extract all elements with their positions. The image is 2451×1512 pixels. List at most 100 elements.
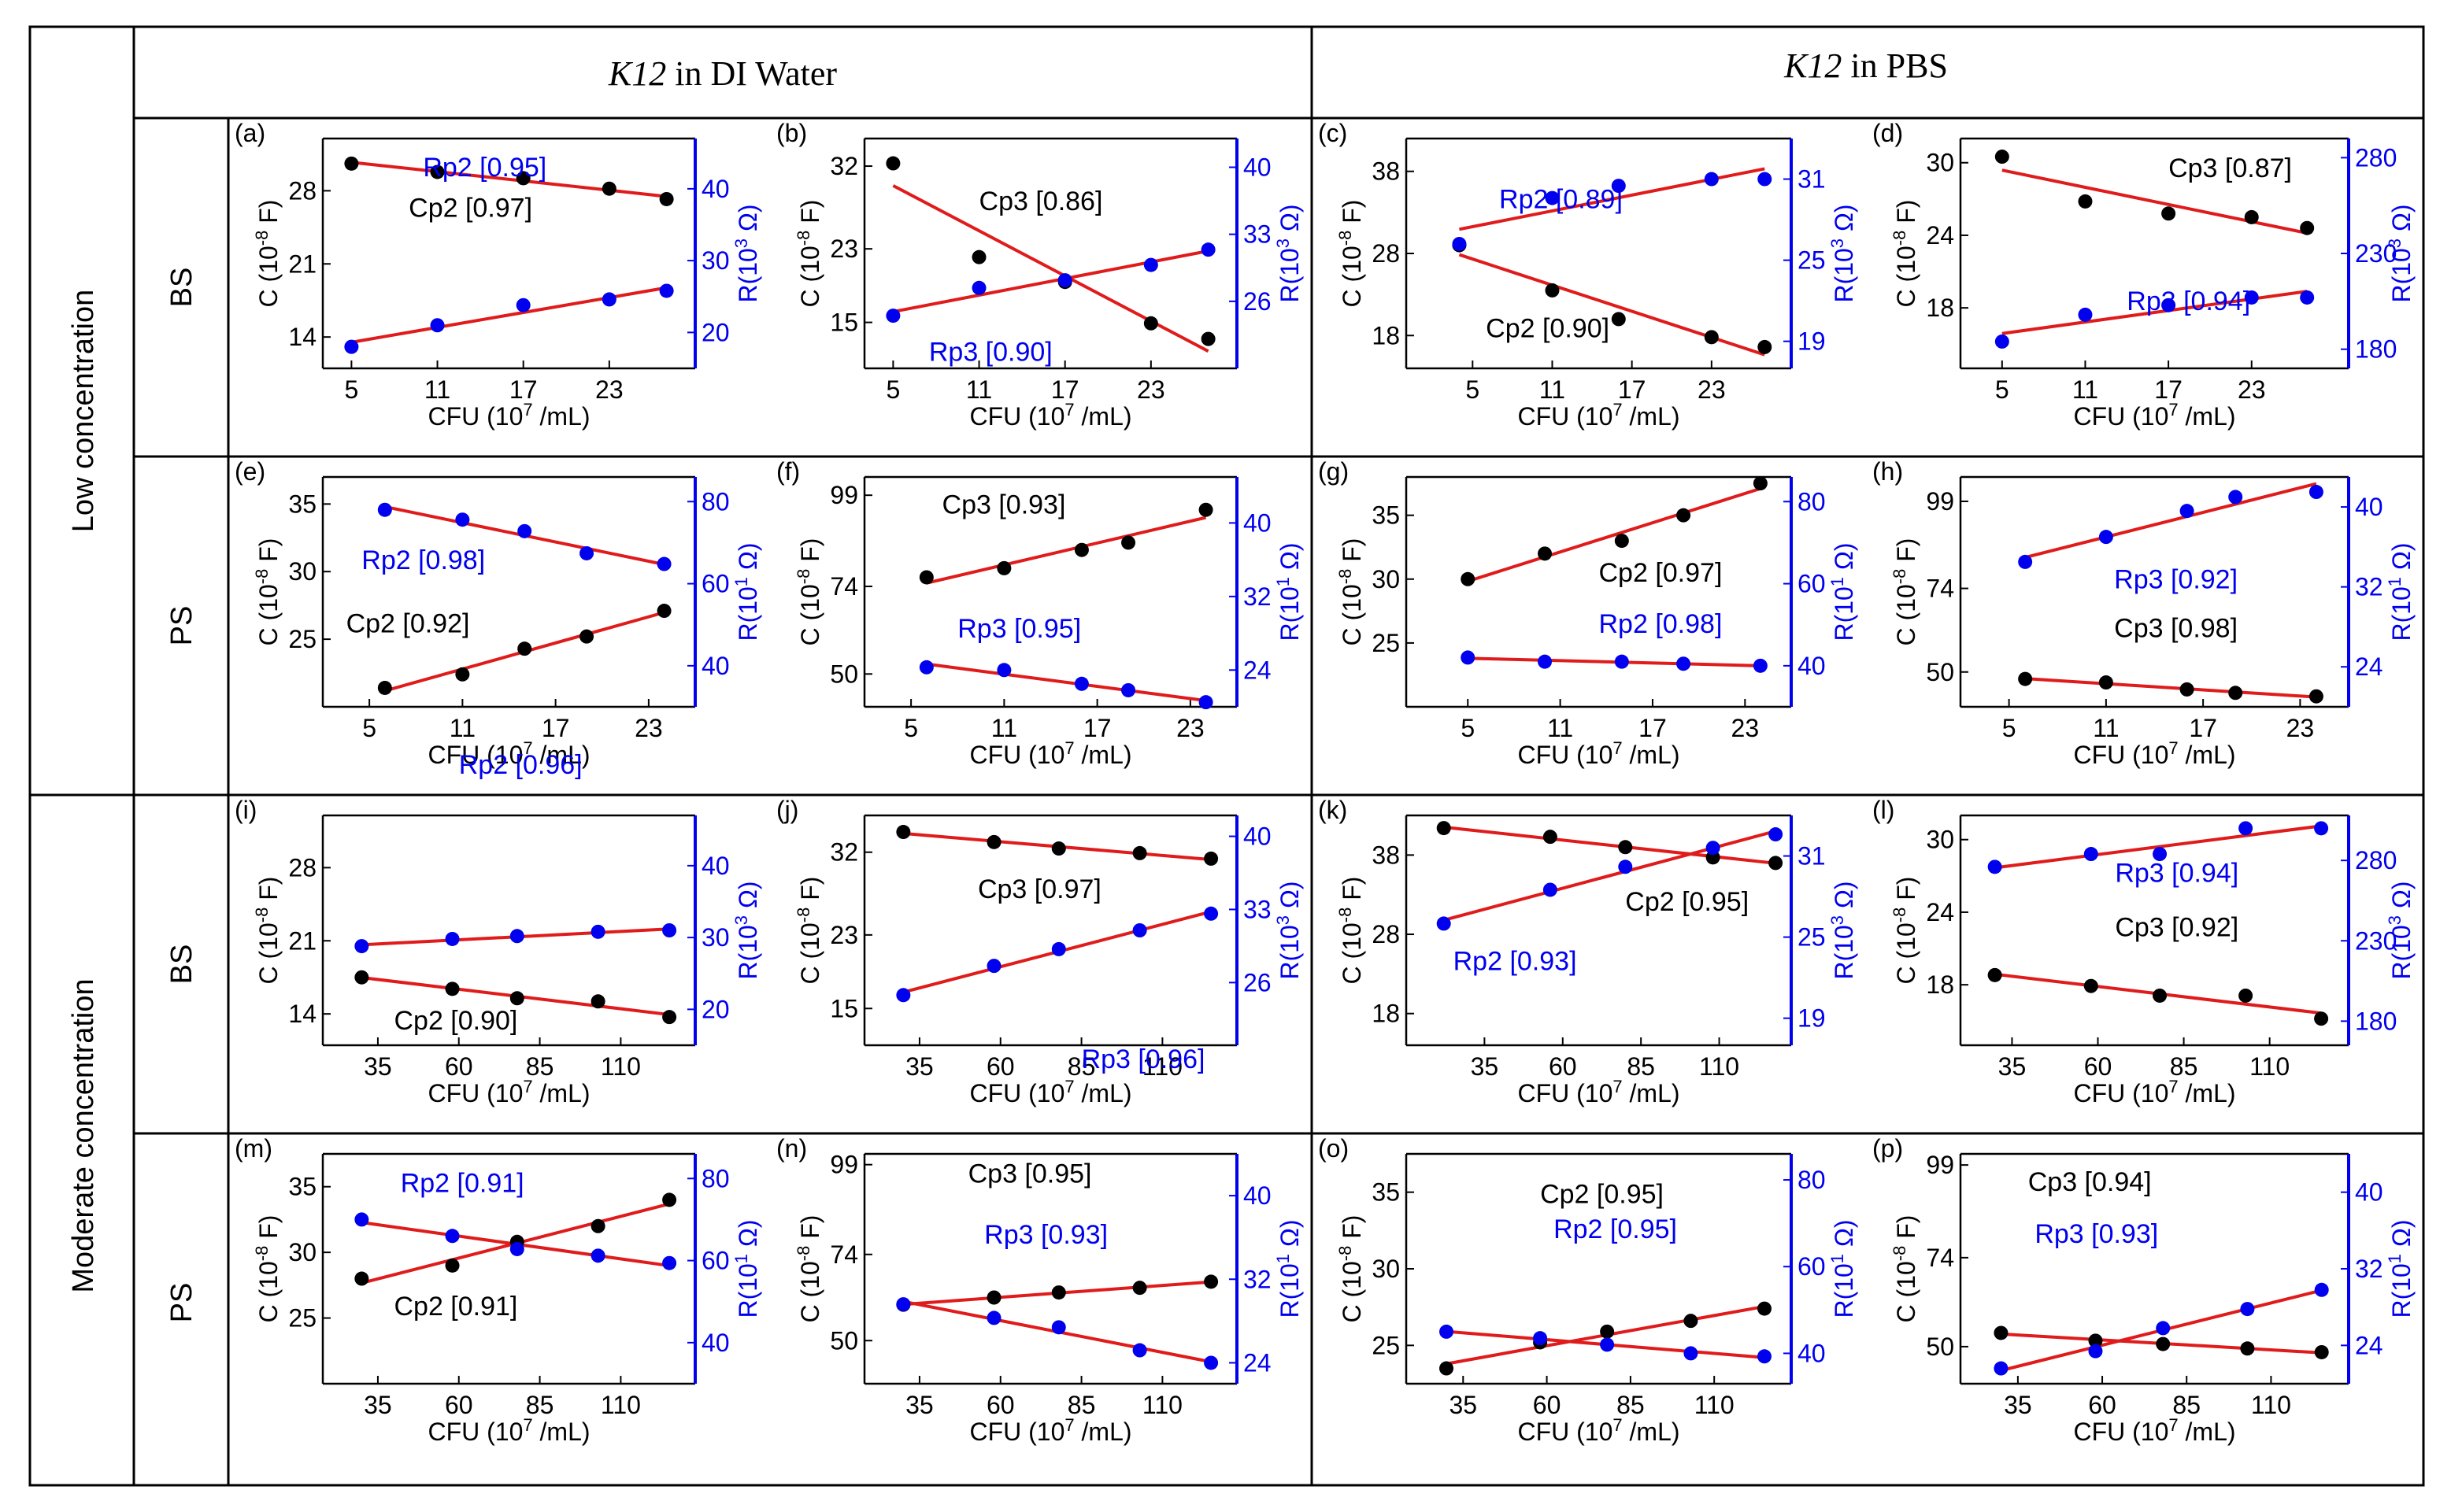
panel-label-b: (b) bbox=[776, 119, 807, 147]
panel-label-h: (h) bbox=[1872, 457, 1903, 486]
y-axis-left-title-d: C (10-8 F) bbox=[1890, 200, 1920, 308]
c-tick-label: 30 bbox=[1372, 565, 1400, 593]
annotation-r-j: Rp3 [0.96] bbox=[1082, 1044, 1205, 1074]
c-data-point bbox=[2308, 689, 2323, 704]
fit-line-r-b bbox=[893, 249, 1209, 314]
annotation-r-p: Rp3 [0.93] bbox=[2034, 1219, 2158, 1249]
r-data-point bbox=[1757, 172, 1772, 187]
c-tick-label: 18 bbox=[1926, 970, 1954, 999]
c-data-point bbox=[1683, 1314, 1698, 1329]
panel-label-d: (d) bbox=[1872, 119, 1903, 147]
r-tick-label: 180 bbox=[2355, 1007, 2397, 1035]
x-tick-label: 5 bbox=[886, 375, 900, 404]
x-tick-label: 60 bbox=[2084, 1052, 2112, 1081]
r-tick-label: 80 bbox=[702, 487, 730, 516]
panel-l: (l) 35 60 85 110 18 24 30 180 230 280 CFU (107 /mL)… bbox=[1872, 796, 2416, 1107]
c-data-point bbox=[509, 991, 524, 1006]
y-axis-right-title-f: R(101 Ω) bbox=[1273, 542, 1304, 641]
c-tick-label: 38 bbox=[1372, 841, 1400, 869]
r-tick-label: 25 bbox=[1798, 923, 1826, 952]
fit-line-c-h bbox=[2025, 677, 2317, 699]
fit-line-c-d bbox=[2001, 168, 2308, 235]
r-data-point bbox=[1132, 1343, 1147, 1358]
fit-line-r-f bbox=[926, 662, 1206, 703]
r-data-point bbox=[1452, 236, 1467, 251]
annotation-c-k: Cp2 [0.95] bbox=[1625, 887, 1749, 917]
r-tick-label: 80 bbox=[702, 1164, 730, 1192]
c-data-point bbox=[1143, 316, 1158, 331]
c-data-point bbox=[1051, 1285, 1066, 1300]
annotation-c-c: Cp2 [0.90] bbox=[1486, 313, 1609, 343]
x-axis-title-c: CFU (107 /mL) bbox=[1517, 400, 1679, 431]
c-tick-label: 15 bbox=[830, 994, 858, 1022]
r-data-point bbox=[2308, 485, 2323, 500]
x-tick-label: 110 bbox=[1142, 1391, 1183, 1419]
x-axis-title-g: CFU (107 /mL) bbox=[1517, 738, 1679, 769]
panel-label-k: (k) bbox=[1318, 796, 1347, 824]
x-tick-label: 110 bbox=[2251, 1391, 2291, 1419]
r-data-point bbox=[662, 923, 677, 937]
x-tick-label: 35 bbox=[1449, 1391, 1477, 1419]
r-tick-label: 26 bbox=[1243, 287, 1272, 316]
y-axis-right-title-p: R(101 Ω) bbox=[2385, 1219, 2416, 1318]
x-tick-label: 60 bbox=[1549, 1052, 1577, 1081]
y-axis-left-title-p: C (10-8 F) bbox=[1890, 1215, 1920, 1323]
r-data-point bbox=[1057, 273, 1072, 288]
r-data-point bbox=[516, 298, 531, 312]
c-data-point bbox=[1611, 312, 1626, 327]
x-tick-label: 5 bbox=[1461, 714, 1475, 742]
c-data-point bbox=[430, 165, 445, 179]
x-tick-label: 60 bbox=[2088, 1391, 2116, 1419]
panel-label-i: (i) bbox=[235, 796, 257, 824]
r-data-point bbox=[509, 929, 524, 944]
r-tick-label: 60 bbox=[1798, 1252, 1826, 1281]
r-data-point bbox=[2098, 530, 2113, 545]
r-data-point bbox=[1143, 257, 1158, 272]
r-data-point bbox=[579, 545, 594, 560]
x-tick-label: 23 bbox=[1698, 375, 1726, 404]
c-data-point bbox=[354, 970, 369, 985]
c-data-point bbox=[354, 1271, 369, 1286]
x-tick-label: 17 bbox=[2154, 375, 2183, 404]
x-axis-title-o: CFU (107 /mL) bbox=[1517, 1415, 1679, 1446]
panel-label-o: (o) bbox=[1318, 1134, 1349, 1163]
r-data-point bbox=[1545, 190, 1560, 205]
x-axis-title-m: CFU (107 /mL) bbox=[428, 1415, 590, 1446]
c-data-point bbox=[377, 680, 392, 695]
r-tick-label: 40 bbox=[702, 175, 730, 203]
row-label-bs-low: BS bbox=[165, 268, 198, 308]
x-axis-title-i: CFU (107 /mL) bbox=[428, 1077, 590, 1107]
r-data-point bbox=[1533, 1331, 1548, 1346]
x-axis-title-a: CFU (107 /mL) bbox=[428, 400, 590, 431]
x-tick-label: 17 bbox=[1638, 714, 1667, 742]
x-tick-label: 35 bbox=[364, 1052, 392, 1081]
x-tick-label: 11 bbox=[1539, 375, 1565, 404]
r-data-point bbox=[2078, 307, 2093, 322]
panel-label-e: (e) bbox=[235, 457, 265, 486]
c-data-point bbox=[1987, 967, 2002, 982]
annotation-c-a: Cp2 [0.97] bbox=[409, 194, 532, 224]
c-data-point bbox=[2083, 978, 2098, 993]
fit-line-r-h bbox=[2024, 482, 2317, 560]
r-data-point bbox=[354, 1212, 369, 1227]
c-tick-label: 35 bbox=[1372, 501, 1400, 530]
c-data-point bbox=[591, 1218, 605, 1233]
x-tick-label: 23 bbox=[1137, 375, 1165, 404]
c-data-point bbox=[517, 641, 532, 656]
x-axis-title-n: CFU (107 /mL) bbox=[969, 1415, 1131, 1446]
r-data-point bbox=[1757, 1349, 1772, 1364]
c-data-point bbox=[1201, 331, 1216, 346]
annotation-r-i: Rp2 [0.96] bbox=[459, 750, 583, 780]
r-data-point bbox=[2238, 821, 2253, 836]
x-tick-label: 11 bbox=[991, 714, 1017, 742]
r-data-point bbox=[2314, 1282, 2329, 1297]
annotation-c-p: Cp3 [0.94] bbox=[2028, 1167, 2152, 1197]
c-data-point bbox=[2156, 1336, 2171, 1351]
c-data-point bbox=[886, 156, 901, 171]
x-tick-label: 5 bbox=[1995, 375, 2009, 404]
annotation-r-m: Rp2 [0.91] bbox=[401, 1168, 524, 1198]
r-tick-label: 40 bbox=[2355, 493, 2383, 521]
row-label-bs-moderate: BS bbox=[165, 945, 198, 985]
r-data-point bbox=[2314, 821, 2329, 836]
annotation-r-g: Rp2 [0.98] bbox=[1599, 609, 1723, 639]
